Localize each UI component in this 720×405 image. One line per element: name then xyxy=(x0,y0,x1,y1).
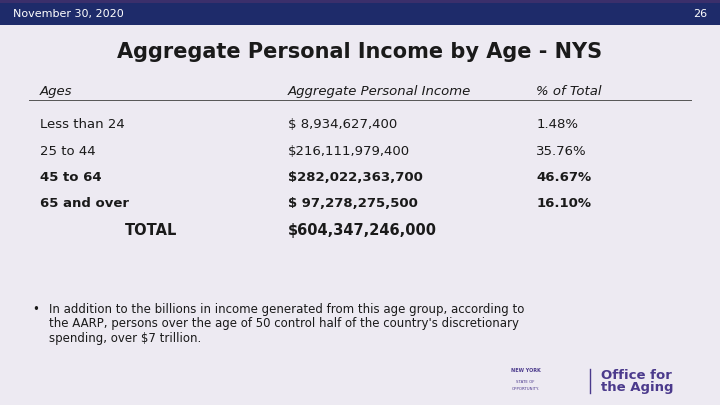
Text: 46.67%: 46.67% xyxy=(536,171,592,184)
Text: 25 to 44: 25 to 44 xyxy=(40,145,95,158)
Text: the AARP, persons over the age of 50 control half of the country's discretionary: the AARP, persons over the age of 50 con… xyxy=(49,318,519,330)
Text: Ages: Ages xyxy=(40,85,72,98)
Text: the Aging: the Aging xyxy=(601,382,674,394)
Text: % of Total: % of Total xyxy=(536,85,602,98)
Text: 1.48%: 1.48% xyxy=(536,118,578,131)
Text: Office for: Office for xyxy=(601,369,672,382)
Text: 45 to 64: 45 to 64 xyxy=(40,171,102,184)
Text: •: • xyxy=(32,303,40,316)
Text: $282,022,363,700: $282,022,363,700 xyxy=(288,171,423,184)
Text: Aggregate Personal Income by Age - NYS: Aggregate Personal Income by Age - NYS xyxy=(117,42,603,62)
Text: STATE OF: STATE OF xyxy=(516,379,535,384)
Text: OPPORTUNITY.: OPPORTUNITY. xyxy=(512,387,539,391)
Text: 35.76%: 35.76% xyxy=(536,145,587,158)
Text: 65 and over: 65 and over xyxy=(40,197,129,210)
Text: 16.10%: 16.10% xyxy=(536,197,591,210)
Text: November 30, 2020: November 30, 2020 xyxy=(13,9,124,19)
Text: 26: 26 xyxy=(693,9,707,19)
Text: $ 97,278,275,500: $ 97,278,275,500 xyxy=(288,197,418,210)
Text: NEW YORK: NEW YORK xyxy=(510,368,541,373)
Text: $ 8,934,627,400: $ 8,934,627,400 xyxy=(288,118,397,131)
Text: TOTAL: TOTAL xyxy=(125,222,177,238)
Text: $216,111,979,400: $216,111,979,400 xyxy=(288,145,410,158)
Text: $604,347,246,000: $604,347,246,000 xyxy=(288,222,437,238)
Text: Aggregate Personal Income: Aggregate Personal Income xyxy=(288,85,472,98)
Text: spending, over $7 trillion.: spending, over $7 trillion. xyxy=(49,332,201,345)
Text: In addition to the billions in income generated from this age group, according t: In addition to the billions in income ge… xyxy=(49,303,524,316)
Text: Less than 24: Less than 24 xyxy=(40,118,125,131)
